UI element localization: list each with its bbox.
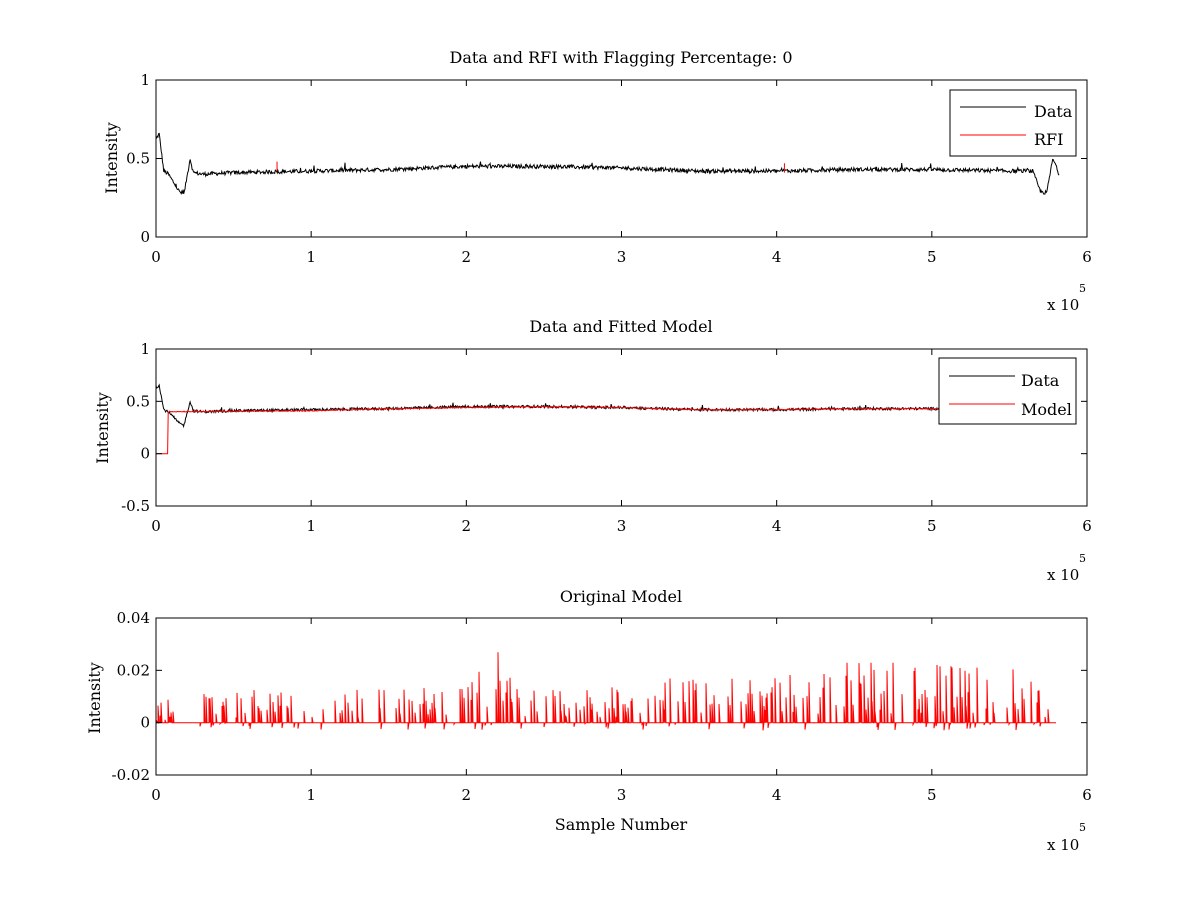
panel-2-ticks: 0 1 2 3 4 5 6-0.500.51 [121, 340, 1092, 535]
x-tick-label: 1 [306, 786, 316, 804]
x-tick-label: 0 [151, 786, 161, 804]
panel-1-exponent-power: 5 [1079, 282, 1086, 295]
y-tick-label: 1 [140, 340, 150, 358]
series-line-original-model [156, 652, 1056, 731]
panel-1-title: Data and RFI with Flagging Percentage: 0 [449, 48, 792, 67]
panel-1-legend-rfi-label: RFI [1034, 130, 1063, 149]
panel-3-exponent-power: 5 [1079, 821, 1086, 834]
panel-2-exponent-power: 5 [1079, 552, 1086, 565]
panel-2-ylabel: Intensity [93, 392, 112, 464]
panel-1: Data and RFI with Flagging Percentage: 0… [102, 48, 1092, 314]
y-tick-label: 0.02 [117, 661, 150, 679]
series-line-data [156, 132, 1060, 195]
x-tick-label: 0 [151, 248, 161, 266]
x-tick-label: 3 [617, 517, 627, 535]
x-tick-label: 6 [1082, 786, 1092, 804]
panel-3-series [156, 652, 1056, 731]
x-tick-label: 5 [927, 248, 937, 266]
y-tick-label: -0.5 [121, 497, 150, 515]
panel-2-series [156, 383, 1057, 455]
x-tick-label: 5 [927, 786, 937, 804]
panel-2-legend-data-label: Data [1021, 371, 1060, 390]
panel-3-ylabel: Intensity [85, 662, 104, 734]
panel-2-legend: Data Model [938, 357, 1077, 425]
y-tick-label: 0 [140, 714, 150, 732]
y-tick-label: 0.04 [117, 609, 150, 627]
x-tick-label: 2 [462, 786, 472, 804]
panel-2-legend-box [938, 357, 1077, 425]
panel-1-legend: Data RFI [949, 89, 1077, 157]
y-tick-label: -0.02 [112, 766, 150, 784]
x-tick-label: 1 [306, 248, 316, 266]
x-tick-label: 2 [462, 248, 472, 266]
panel-3-title: Original Model [560, 587, 682, 606]
x-tick-label: 3 [617, 248, 627, 266]
x-tick-label: 1 [306, 517, 316, 535]
x-tick-label: 4 [772, 517, 782, 535]
panel-1-plot-area [156, 132, 1060, 195]
x-tick-label: 0 [151, 517, 161, 535]
y-tick-label: 0 [140, 228, 150, 246]
x-tick-label: 5 [927, 517, 937, 535]
x-tick-label: 2 [462, 517, 472, 535]
x-tick-label: 3 [617, 786, 627, 804]
x-tick-label: 4 [772, 786, 782, 804]
panel-1-legend-box [949, 89, 1077, 157]
y-tick-label: 0.5 [126, 392, 150, 410]
x-tick-label: 6 [1082, 248, 1092, 266]
panel-2-exponent-label: x 10 [1047, 566, 1079, 584]
x-tick-label: 6 [1082, 517, 1092, 535]
y-tick-label: 0 [140, 445, 150, 463]
panel-3-plot-area [156, 652, 1056, 731]
y-tick-label: 0.5 [126, 150, 150, 168]
panel-1-legend-data-label: Data [1034, 102, 1073, 121]
panel-3-xlabel: Sample Number [555, 815, 688, 834]
panel-1-exponent-label: x 10 [1047, 296, 1079, 314]
panel-2-plot-area [156, 383, 1057, 455]
panel-1-ticks: 0 1 2 3 4 5 6 0 0.5 1 [126, 71, 1092, 266]
y-tick-label: 1 [140, 71, 150, 89]
panel-2-legend-model-label: Model [1021, 400, 1072, 419]
panel-1-series [156, 132, 1060, 195]
panel-3-exponent-label: x 10 [1047, 836, 1079, 854]
series-line-model [156, 405, 1057, 455]
panel-2-title: Data and Fitted Model [529, 317, 712, 336]
panel-1-ylabel: Intensity [102, 122, 121, 194]
panel-2: Data and Fitted Model 0 1 2 3 4 5 6-0.500.51 I… [93, 317, 1092, 584]
x-tick-label: 4 [772, 248, 782, 266]
